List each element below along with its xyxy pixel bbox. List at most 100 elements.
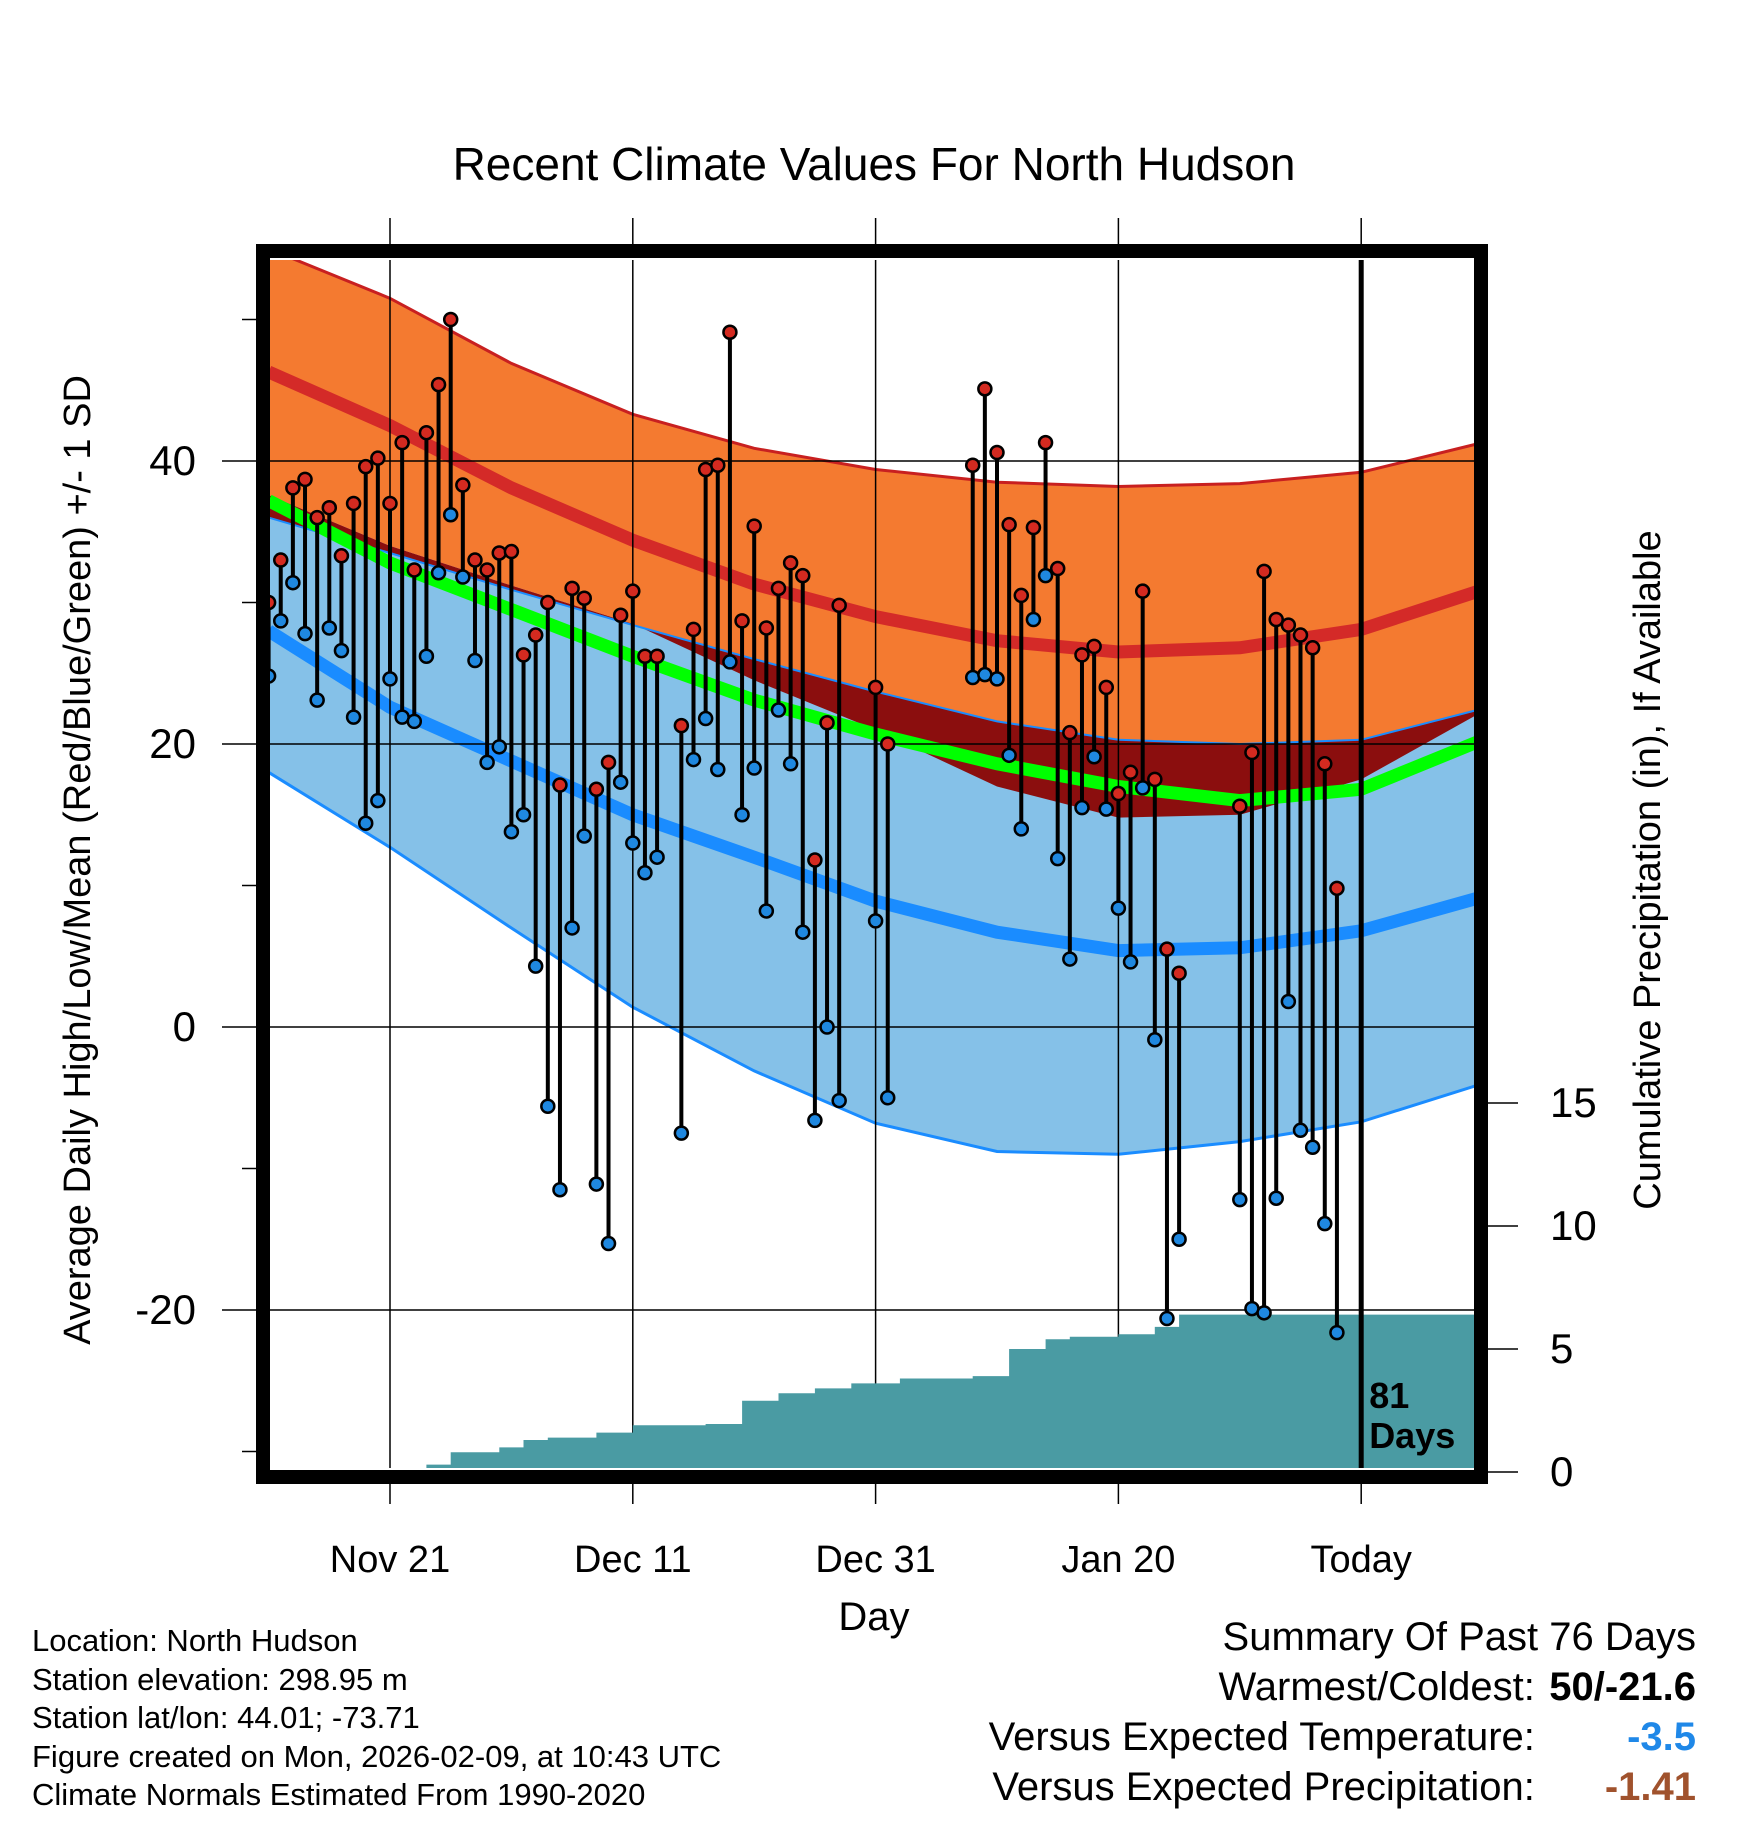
plot-area <box>268 260 1476 1468</box>
observed-low-point <box>1013 821 1030 837</box>
x-tick-label: Dec 31 <box>815 1539 935 1581</box>
observed-low-point <box>515 807 532 823</box>
observed-high-point <box>710 457 726 473</box>
observed-high-point <box>1025 519 1042 536</box>
observed-low-point <box>831 1092 847 1109</box>
observed-high-point <box>382 495 398 512</box>
observed-low-point <box>746 760 762 776</box>
observed-low-point <box>357 815 374 831</box>
y-tick-label: 0 <box>173 1003 196 1050</box>
observed-high-point <box>564 580 580 597</box>
observed-high-point <box>1256 563 1272 580</box>
observed-high-point <box>867 679 884 696</box>
observed-high-point <box>1062 724 1078 741</box>
plot-frame <box>256 244 1488 1484</box>
observed-low-point <box>1256 1305 1272 1321</box>
observed-high-point <box>831 597 847 614</box>
observed-high-point <box>588 781 605 798</box>
observed-low-point <box>1110 900 1127 916</box>
observed-high-point <box>309 509 325 526</box>
observed-high-point <box>1304 640 1321 656</box>
observed-high-point <box>770 580 787 597</box>
today-annotation: 81 <box>1369 1375 1409 1416</box>
observed-low-point <box>370 792 386 809</box>
observed-high-point <box>515 647 532 663</box>
observed-high-point <box>272 552 289 568</box>
observed-high-point <box>394 434 410 451</box>
info-normals: Climate Normals Estimated From 1990-2020 <box>32 1777 646 1812</box>
summary-temp: Versus Expected Temperature: -3.5 <box>989 1712 1696 1762</box>
observed-high-point <box>1134 583 1151 599</box>
observed-high-point <box>333 548 350 564</box>
observed-high-point <box>540 594 556 611</box>
precip-label: Versus Expected Precipitation: <box>992 1765 1535 1809</box>
observed-low-point <box>1001 747 1017 764</box>
observed-high-point <box>1098 679 1115 696</box>
observed-high-point <box>819 715 835 731</box>
x-axis-label: Day <box>838 1595 909 1639</box>
observed-high-point <box>1013 587 1030 604</box>
observed-high-point <box>734 613 750 629</box>
observed-low-point <box>758 903 775 919</box>
observed-low-point <box>1049 850 1066 867</box>
observed-high-point <box>285 480 301 496</box>
summary-precip: Versus Expected Precipitation: -1.41 <box>989 1762 1696 1812</box>
observed-low-point <box>1232 1191 1248 1208</box>
observed-low-point <box>612 774 629 790</box>
observed-low-point <box>1280 993 1297 1010</box>
observed-high-point <box>1244 744 1260 761</box>
observed-low-point <box>442 507 459 523</box>
observed-low-point <box>685 751 702 768</box>
observed-high-point <box>357 458 374 475</box>
observed-low-point <box>1025 611 1042 628</box>
observed-high-point <box>649 648 665 665</box>
summary-title: Summary Of Past 76 Days <box>1222 1615 1696 1659</box>
today-annotation: Days <box>1369 1415 1455 1456</box>
observed-low-point <box>418 648 435 665</box>
observed-low-point <box>697 710 714 727</box>
observed-low-point <box>467 652 483 669</box>
temp-label: Versus Expected Temperature: <box>988 1715 1535 1759</box>
observed-high-point <box>989 444 1005 461</box>
observed-high-point <box>600 754 617 771</box>
observed-high-point <box>418 424 435 441</box>
observed-low-point <box>989 671 1005 687</box>
observed-low-point <box>1292 1122 1309 1139</box>
observed-low-point <box>649 849 665 865</box>
observed-high-point <box>1110 785 1127 802</box>
observed-high-point <box>977 381 993 397</box>
observed-low-point <box>867 913 884 929</box>
observed-high-point <box>964 457 981 473</box>
y-tick-label: 20 <box>149 720 196 767</box>
warm-cold-label: Warmest/Coldest: <box>1218 1665 1535 1709</box>
observed-high-point <box>1001 516 1017 533</box>
observed-low-point <box>600 1235 617 1252</box>
observed-low-point <box>637 865 653 881</box>
info-latlon: Station lat/lon: 44.01; -73.71 <box>32 1700 420 1735</box>
observed-high-point <box>673 717 690 734</box>
observed-high-point <box>1329 880 1345 897</box>
observed-high-point <box>527 627 544 643</box>
observed-low-point <box>795 924 811 940</box>
x-tick-label: Jan 20 <box>1061 1539 1175 1581</box>
observed-high-point <box>879 736 896 752</box>
observed-low-point <box>964 669 981 686</box>
observed-low-point <box>455 569 471 585</box>
observed-high-point <box>685 621 702 638</box>
observed-low-point <box>625 835 641 851</box>
y2-axis-label: Cumulative Precipitation (in), If Availa… <box>1627 530 1669 1209</box>
observed-high-point <box>1037 434 1054 451</box>
observed-low-point <box>879 1090 896 1106</box>
observed-low-point <box>479 754 495 771</box>
observed-low-point <box>552 1181 568 1198</box>
observed-high-point <box>612 607 629 623</box>
observed-high-point <box>1049 560 1066 577</box>
info-elevation: Station elevation: 298.95 m <box>32 1661 408 1697</box>
observed-low-point <box>770 702 787 718</box>
observed-high-point <box>1268 611 1284 628</box>
precip-area <box>426 1314 1476 1468</box>
observed-high-point <box>746 518 762 534</box>
high-sd-band <box>268 260 1476 818</box>
warm-cold-value: 50/-21.6 <box>1549 1665 1696 1709</box>
